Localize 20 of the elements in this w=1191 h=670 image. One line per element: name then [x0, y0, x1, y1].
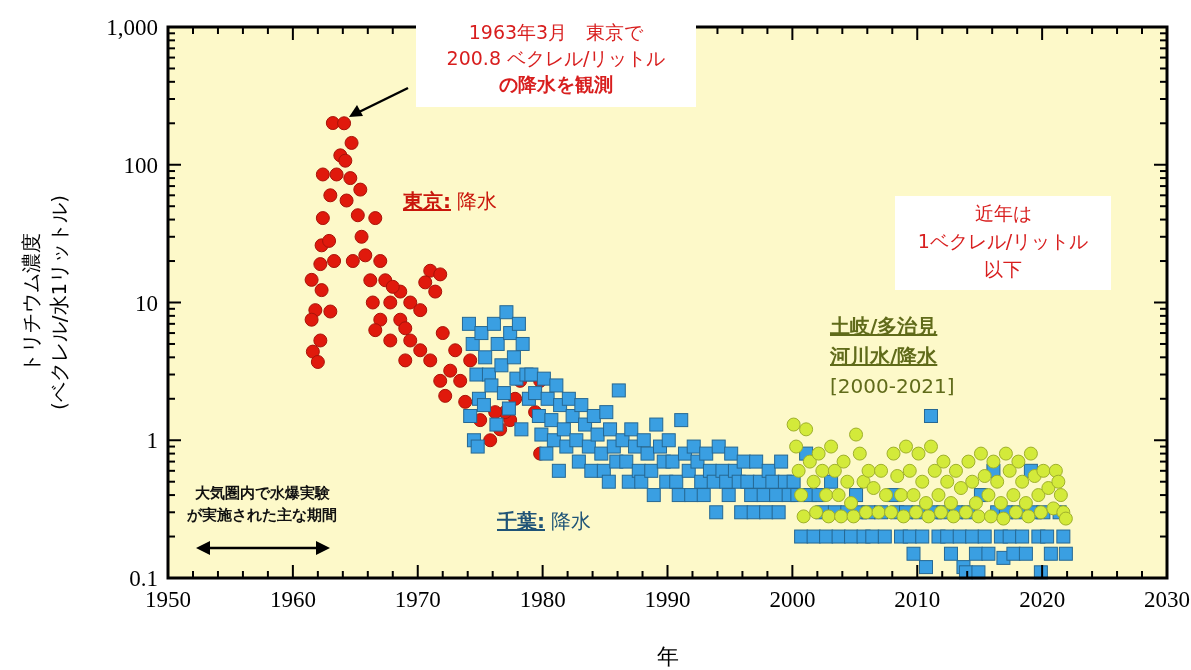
annotation: 大気圏内で水爆実験が実施された主な期間 [186, 484, 337, 524]
series-label: 千葉: 降水 [496, 509, 592, 533]
series-label: 東京: 降水 [402, 189, 498, 213]
x-tick-label: 2030 [1144, 587, 1190, 612]
y-tick-label: 1 [146, 428, 158, 454]
x-tick-label: 1990 [644, 587, 691, 612]
x-tick-label: 1960 [269, 587, 316, 612]
y-tick-label: 10 [135, 290, 158, 316]
x-tick-label: 2020 [1019, 587, 1066, 612]
x-axis-title: 年 [656, 644, 679, 669]
x-tick-label: 1980 [519, 587, 566, 612]
x-tick-label: 1970 [394, 587, 441, 612]
y-tick-label: 100 [123, 152, 158, 178]
annotation: 1963年3月 東京で 200.8 ベクレル/リットルの降水を観測 [446, 21, 666, 95]
annotation: 近年は 1ベクレル/リットル以下 [917, 202, 1089, 280]
series-label: 土岐/多治見河川水/降水 [2000-2021] [829, 314, 955, 398]
y-axis-title: トリチウム濃度 (ベクレル/水1リットル) [19, 194, 71, 411]
x-tick-label: 2010 [894, 587, 941, 612]
y-tick-label: 1,000 [106, 15, 158, 40]
x-tick-label: 2000 [769, 587, 816, 612]
